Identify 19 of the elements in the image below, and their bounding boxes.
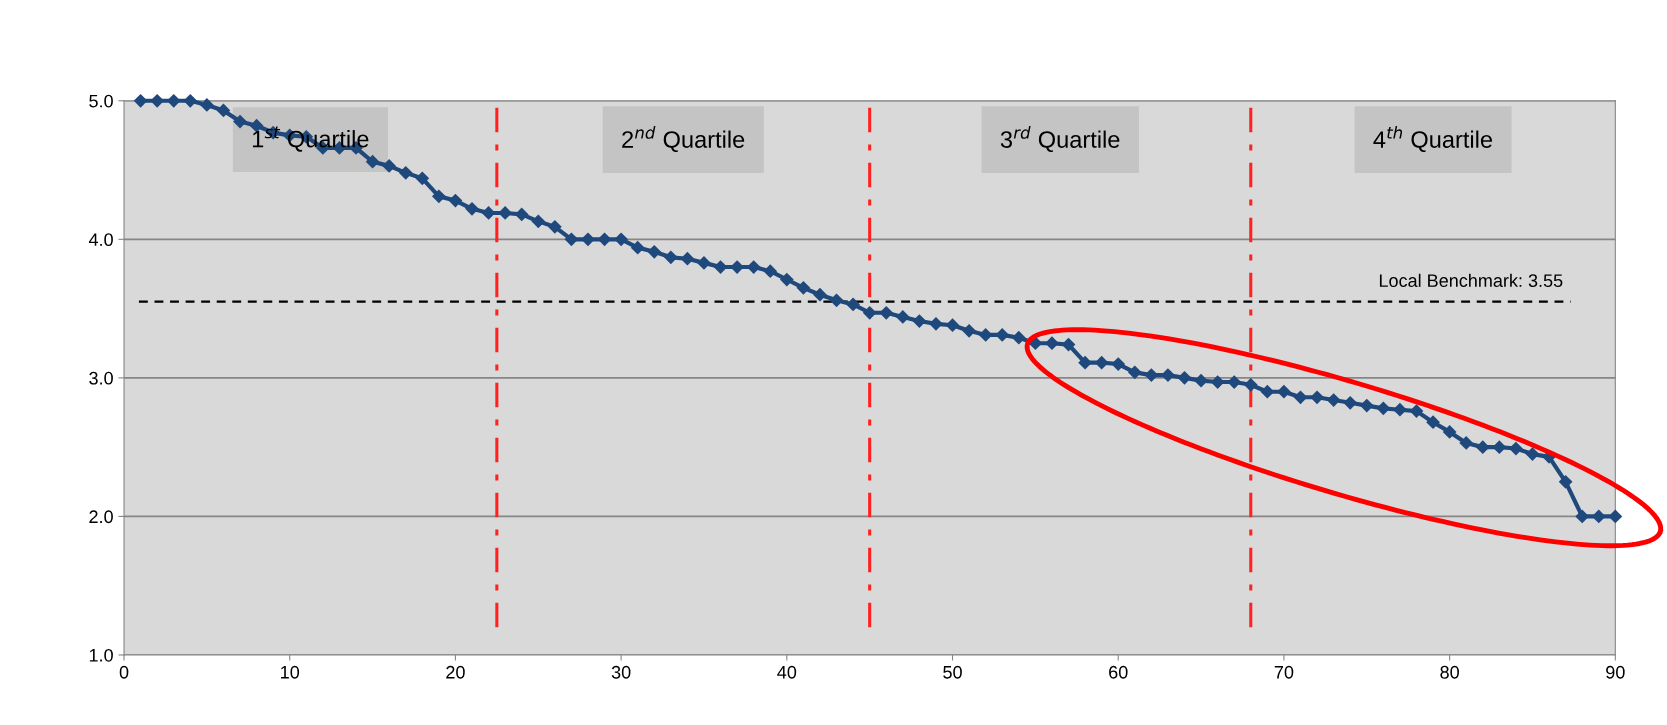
x-tick-label: 20 bbox=[446, 665, 465, 679]
x-tick-label: 80 bbox=[1440, 665, 1459, 679]
annotation: 3$^{rd}$ Quartile bbox=[1000, 126, 1120, 153]
x-tick-label: 90 bbox=[1606, 665, 1625, 679]
x-tick-label: 50 bbox=[943, 665, 962, 679]
x-tick-label: 40 bbox=[777, 665, 797, 679]
y-tick-label: 4.0 bbox=[88, 233, 113, 247]
y-tick-label: 3.0 bbox=[89, 371, 113, 385]
y-tick-label: 2.0 bbox=[89, 510, 113, 524]
annotation: 2$^{nd}$ Quartile bbox=[622, 126, 745, 153]
x-tick-label: 30 bbox=[611, 665, 631, 679]
ref-line-label: Local Benchmark: 3.55 bbox=[1379, 273, 1563, 288]
x-tick-label: 60 bbox=[1109, 665, 1128, 679]
y-tick-label: 1.0 bbox=[89, 648, 113, 662]
y-tick-label: 5.0 bbox=[89, 94, 113, 108]
x-tick-label: 0 bbox=[119, 665, 129, 679]
x-tick-label: 10 bbox=[281, 665, 300, 679]
x-tick-label: 70 bbox=[1274, 665, 1294, 679]
annotation: 4$^{th}$ Quartile bbox=[1373, 126, 1492, 153]
